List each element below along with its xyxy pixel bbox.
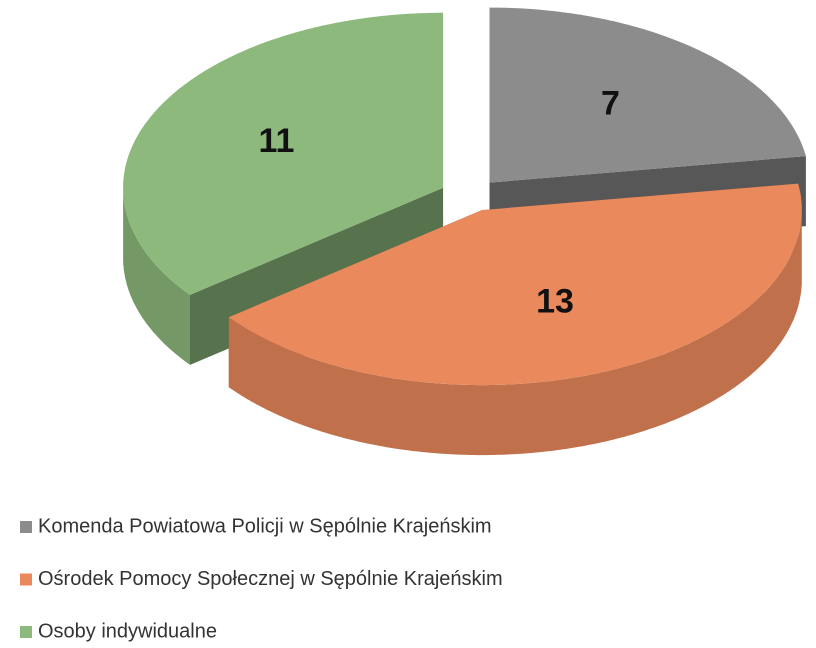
legend-label: Komenda Powiatowa Policji w Sępólnie Kra… [38,515,492,537]
legend-swatch [20,573,32,586]
slice-wall [228,210,802,456]
data-label: 7 [601,85,620,123]
legend-label: Ośrodek Pomocy Społecznej w Sępólnie Kra… [38,568,503,590]
slice-wall [123,187,190,365]
slice-top [123,12,444,295]
slice-top [228,183,802,386]
legend-swatch [20,521,32,533]
data-label: 11 [258,122,294,160]
data-label: 13 [536,282,574,320]
legend-swatch [20,626,32,638]
slice-top [489,7,806,183]
slice: 13 [228,183,802,456]
legend-label: Osoby indywidualne [38,620,217,642]
